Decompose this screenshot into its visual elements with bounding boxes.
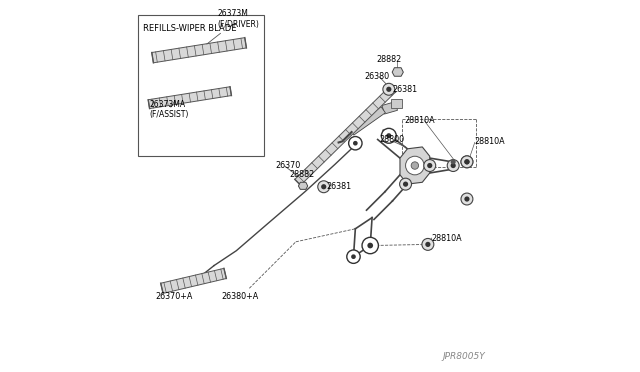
Text: REFILLS-WIPER BLADE: REFILLS-WIPER BLADE <box>143 24 237 33</box>
Text: 28810A: 28810A <box>431 234 462 243</box>
Polygon shape <box>295 86 396 185</box>
Circle shape <box>399 178 412 190</box>
Bar <box>138 15 264 156</box>
Circle shape <box>383 83 395 95</box>
Circle shape <box>351 254 356 259</box>
Polygon shape <box>152 38 246 63</box>
Circle shape <box>349 137 362 150</box>
Text: 28810A: 28810A <box>404 116 435 125</box>
Circle shape <box>447 160 459 171</box>
Circle shape <box>362 237 378 254</box>
Polygon shape <box>161 268 227 294</box>
Polygon shape <box>298 182 308 189</box>
Circle shape <box>461 156 473 168</box>
Circle shape <box>367 243 373 248</box>
Text: 26381: 26381 <box>392 85 418 94</box>
Circle shape <box>381 128 396 143</box>
Text: 28882: 28882 <box>376 55 401 64</box>
Circle shape <box>347 250 360 263</box>
Circle shape <box>451 163 456 168</box>
Circle shape <box>386 133 392 138</box>
Text: 26370: 26370 <box>275 161 301 170</box>
Polygon shape <box>148 87 232 109</box>
Circle shape <box>461 193 473 205</box>
Circle shape <box>425 242 431 247</box>
Circle shape <box>465 159 470 164</box>
Text: 26373MA
(F/ASSIST): 26373MA (F/ASSIST) <box>150 100 189 119</box>
Circle shape <box>353 141 358 145</box>
Circle shape <box>422 238 434 250</box>
Text: 28800: 28800 <box>380 135 404 144</box>
Polygon shape <box>392 68 403 76</box>
Polygon shape <box>349 107 385 135</box>
Circle shape <box>411 162 419 169</box>
Text: 26380+A: 26380+A <box>221 292 259 301</box>
Circle shape <box>465 196 470 202</box>
Text: 28810A: 28810A <box>475 137 506 146</box>
Circle shape <box>465 159 470 164</box>
Text: 26380: 26380 <box>364 72 389 81</box>
Text: 26381: 26381 <box>326 182 352 191</box>
Circle shape <box>403 182 408 187</box>
Circle shape <box>461 156 473 168</box>
Bar <box>390 99 402 108</box>
Circle shape <box>386 87 392 92</box>
Text: 28882: 28882 <box>289 170 315 179</box>
Text: 26373M
(F/DRIVER): 26373M (F/DRIVER) <box>207 9 260 44</box>
Circle shape <box>451 160 455 164</box>
Text: 26370+A: 26370+A <box>156 292 193 301</box>
Polygon shape <box>382 102 397 114</box>
Circle shape <box>427 163 433 168</box>
Polygon shape <box>400 147 429 184</box>
Circle shape <box>406 156 424 175</box>
Circle shape <box>424 160 436 171</box>
Circle shape <box>318 181 330 193</box>
Circle shape <box>321 184 326 189</box>
Text: JPR8005Y: JPR8005Y <box>443 352 486 361</box>
